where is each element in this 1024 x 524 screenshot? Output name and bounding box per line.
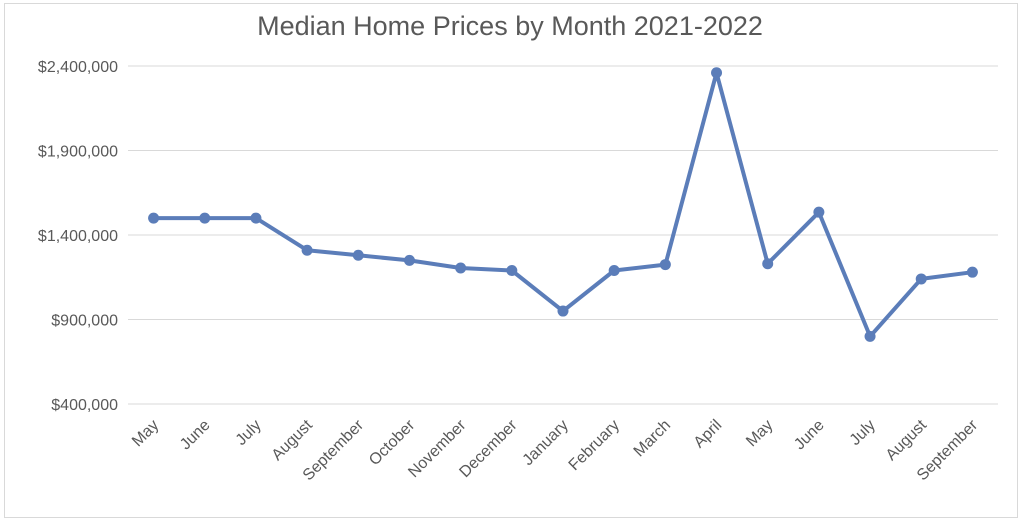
data-point bbox=[199, 212, 211, 224]
data-point bbox=[557, 305, 569, 317]
y-axis-tick-labels: $400,000 $900,000 $1,400,000 $1,900,000 $2,4… bbox=[38, 59, 118, 414]
x-tick-label: June bbox=[791, 417, 828, 454]
gridlines bbox=[128, 65, 998, 405]
data-point bbox=[915, 273, 927, 285]
x-tick-label: August bbox=[883, 416, 931, 464]
data-point bbox=[864, 330, 876, 342]
chart-title: Median Home Prices by Month 2021-2022 bbox=[257, 11, 763, 41]
series-line bbox=[151, 70, 975, 339]
data-point bbox=[711, 67, 723, 79]
series bbox=[148, 67, 978, 342]
x-tick-label: May bbox=[129, 417, 162, 450]
x-tick-label: July bbox=[233, 417, 265, 449]
y-tick-label: $1,400,000 bbox=[38, 228, 118, 245]
x-tick-label: August bbox=[269, 416, 317, 464]
x-axis-tick-labels: May June July AugustSeptemberOctoberNovembe… bbox=[129, 416, 982, 484]
data-point bbox=[762, 258, 774, 270]
data-point bbox=[659, 259, 671, 271]
data-point bbox=[250, 212, 262, 224]
y-tick-label: $1,900,000 bbox=[38, 144, 118, 161]
data-point bbox=[403, 254, 415, 266]
data-point bbox=[506, 264, 518, 276]
data-point bbox=[966, 266, 978, 278]
data-point bbox=[148, 212, 160, 224]
chart-frame bbox=[4, 3, 1018, 518]
data-point bbox=[301, 244, 313, 256]
x-tick-label: June bbox=[177, 417, 214, 454]
data-point bbox=[608, 264, 620, 276]
x-tick-label: March bbox=[631, 417, 674, 460]
x-tick-label: October bbox=[366, 416, 419, 469]
y-tick-label: $900,000 bbox=[51, 313, 118, 330]
data-point bbox=[455, 262, 467, 274]
y-tick-label: $400,000 bbox=[51, 397, 118, 414]
data-point bbox=[813, 206, 825, 218]
x-tick-label: January bbox=[520, 417, 572, 469]
y-tick-label: $2,400,000 bbox=[38, 59, 118, 76]
x-tick-label: February bbox=[566, 417, 623, 474]
x-tick-label: May bbox=[743, 417, 776, 450]
x-tick-label: April bbox=[691, 417, 726, 452]
data-point bbox=[352, 249, 364, 261]
x-tick-label: July bbox=[847, 417, 879, 449]
